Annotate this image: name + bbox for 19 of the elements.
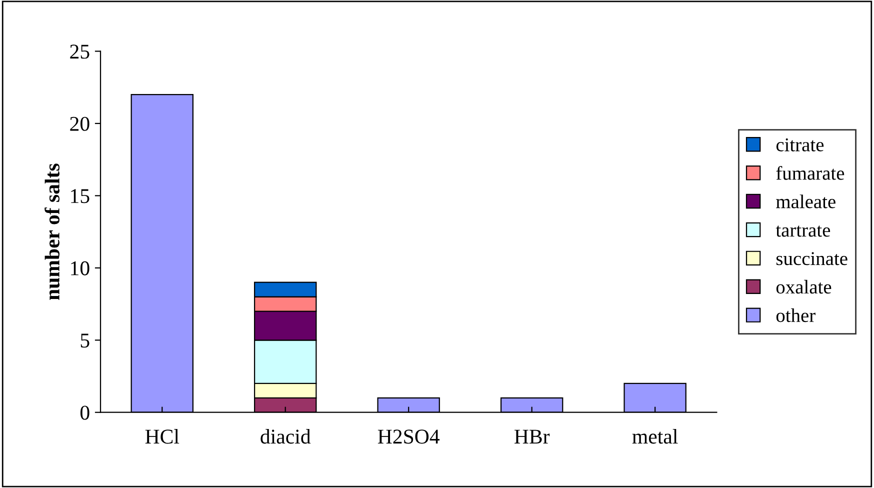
legend-label: citrate — [776, 138, 824, 152]
x-tick-label: HBr — [514, 430, 550, 444]
y-tick-label: 25 — [70, 44, 90, 59]
y-axis-title: number of salts — [44, 164, 60, 300]
y-tick-label: 5 — [80, 334, 90, 348]
x-tick-label: diacid — [260, 429, 311, 444]
legend-label: fumarate — [776, 166, 844, 180]
legend-label: succinate — [776, 252, 848, 266]
y-tick-label: 10 — [71, 261, 90, 276]
y-tick-label: 0 — [80, 406, 90, 420]
legend-label: other — [776, 308, 816, 322]
legend-label: oxalate — [776, 280, 832, 294]
y-tick-label: 15 — [71, 189, 90, 204]
x-tick-label: H2SO4 — [378, 430, 440, 444]
legend-label: maleate — [776, 194, 836, 208]
x-tick-label: metal — [632, 429, 678, 444]
legend-label: tartrate — [776, 226, 830, 237]
x-tick-label: HCl — [145, 429, 180, 444]
y-tick-label: 20 — [70, 116, 90, 131]
